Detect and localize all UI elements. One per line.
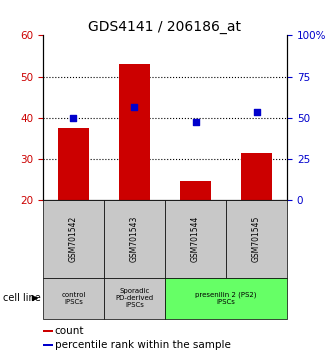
- Bar: [43, 330, 53, 332]
- Bar: [58, 128, 89, 200]
- Bar: [119, 64, 150, 200]
- Text: percentile rank within the sample: percentile rank within the sample: [55, 340, 231, 350]
- Point: [132, 104, 137, 110]
- Bar: [226, 200, 287, 278]
- Bar: [43, 344, 53, 346]
- Text: GSM701544: GSM701544: [191, 216, 200, 262]
- Text: GSM701542: GSM701542: [69, 216, 78, 262]
- Text: Sporadic
PD-derived
iPSCs: Sporadic PD-derived iPSCs: [115, 288, 153, 308]
- Text: presenilin 2 (PS2)
iPSCs: presenilin 2 (PS2) iPSCs: [195, 291, 257, 305]
- Bar: [165, 278, 287, 319]
- Bar: [165, 200, 226, 278]
- Bar: [180, 182, 211, 200]
- Point: [193, 119, 198, 125]
- Title: GDS4141 / 206186_at: GDS4141 / 206186_at: [88, 21, 242, 34]
- Bar: [241, 153, 272, 200]
- Text: cell line: cell line: [3, 293, 41, 303]
- Text: GSM701543: GSM701543: [130, 216, 139, 262]
- Bar: [104, 278, 165, 319]
- Text: GSM701545: GSM701545: [252, 216, 261, 262]
- Bar: [104, 200, 165, 278]
- Bar: [43, 278, 104, 319]
- Text: count: count: [55, 326, 84, 336]
- Point: [254, 109, 259, 114]
- Bar: [43, 200, 104, 278]
- Point: [71, 115, 76, 120]
- Text: control
IPSCs: control IPSCs: [61, 292, 85, 305]
